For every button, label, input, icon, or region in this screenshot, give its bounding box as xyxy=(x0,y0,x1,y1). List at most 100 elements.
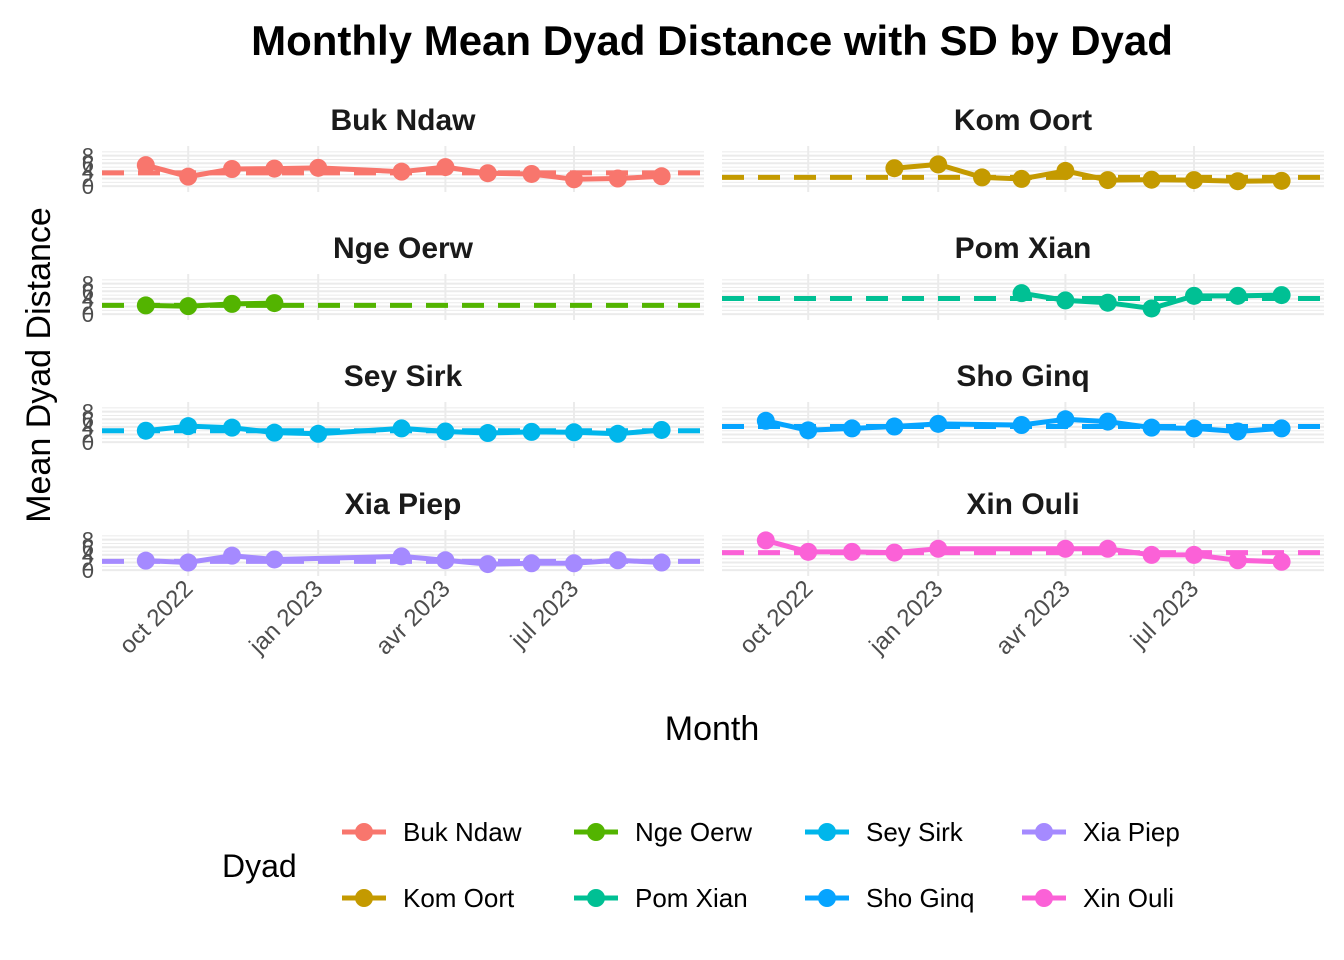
legend-label: Sey Sirk xyxy=(866,817,964,847)
data-point xyxy=(1012,416,1031,434)
data-point xyxy=(1184,419,1203,438)
data-point xyxy=(478,424,497,443)
data-point xyxy=(564,554,583,573)
y-axis-title: Mean Dyad Distance xyxy=(20,207,58,523)
y-tick-label: 0 xyxy=(82,174,94,199)
y-tick-label: 2 xyxy=(82,423,94,448)
data-point xyxy=(1272,286,1291,305)
data-point xyxy=(1098,293,1117,312)
x-tick-label: jul 2023 xyxy=(505,575,584,654)
data-point xyxy=(136,156,155,175)
legend-item-sho-ginq: Sho Ginq xyxy=(805,883,974,913)
facet-strip-label: Sho Ginq xyxy=(956,360,1089,393)
data-point xyxy=(885,543,904,562)
y-tick-label: 0 xyxy=(82,430,94,455)
data-point xyxy=(756,531,775,550)
x-tick-label: jul 2023 xyxy=(1125,575,1204,654)
data-point xyxy=(309,424,328,443)
data-point xyxy=(1012,284,1031,303)
data-point xyxy=(265,294,284,313)
data-point xyxy=(1056,539,1075,558)
facet-strip-label: Sey Sirk xyxy=(344,360,463,393)
data-point xyxy=(223,418,242,437)
y-tick-label: 0 xyxy=(82,302,94,327)
data-point xyxy=(136,551,155,570)
data-point xyxy=(265,550,284,569)
legend-item-buk-ndaw: Buk Ndaw xyxy=(342,817,522,847)
facet-strip-label: Buk Ndaw xyxy=(330,104,476,137)
data-point xyxy=(436,551,455,570)
x-tick-label: oct 2022 xyxy=(114,575,198,659)
data-point xyxy=(1228,422,1247,441)
legend-label: Kom Oort xyxy=(403,883,515,913)
data-point xyxy=(652,420,671,439)
data-point xyxy=(929,155,948,174)
data-point xyxy=(1056,161,1075,180)
y-tick-label: 8 xyxy=(82,400,94,425)
data-point xyxy=(1272,419,1291,438)
data-point xyxy=(1184,171,1203,190)
x-tick-label: oct 2022 xyxy=(734,575,818,659)
panel-background xyxy=(102,274,704,320)
facet-strip-label: Kom Oort xyxy=(954,104,1092,137)
data-point xyxy=(608,551,627,570)
y-tick-label: 4 xyxy=(82,159,94,184)
y-tick-label: 0 xyxy=(82,558,94,583)
y-tick-label: 2 xyxy=(82,167,94,192)
chart-title: Monthly Mean Dyad Distance with SD by Dy… xyxy=(251,17,1173,64)
legend-label: Xin Ouli xyxy=(1083,883,1174,913)
data-point xyxy=(1272,171,1291,190)
data-point xyxy=(1142,299,1161,318)
legend-label: Nge Oerw xyxy=(635,817,752,847)
data-point xyxy=(1098,171,1117,190)
data-point xyxy=(652,167,671,186)
data-point xyxy=(564,423,583,442)
data-point xyxy=(522,554,541,573)
legend-label: Buk Ndaw xyxy=(403,817,522,847)
data-point xyxy=(179,167,198,186)
legend-key-point xyxy=(355,823,373,841)
data-point xyxy=(843,419,862,438)
data-point xyxy=(929,414,948,433)
y-tick-label: 4 xyxy=(82,415,94,440)
y-tick-label: 4 xyxy=(82,543,94,568)
legend-key-point xyxy=(818,889,836,907)
series-line-kom-oort xyxy=(894,161,1282,184)
legend-key-point xyxy=(1035,823,1053,841)
data-point xyxy=(136,421,155,440)
data-point xyxy=(1184,545,1203,564)
data-point xyxy=(885,417,904,436)
data-point xyxy=(223,294,242,313)
data-point xyxy=(564,170,583,189)
data-point xyxy=(223,160,242,178)
data-point xyxy=(1098,412,1117,431)
legend-item-nge-oerw: Nge Oerw xyxy=(574,817,752,847)
x-tick-label: avr 2023 xyxy=(990,575,1075,660)
facet-pom-xian: Pom Xian xyxy=(722,232,1324,320)
y-tick-label: 8 xyxy=(82,272,94,297)
legend-key-point xyxy=(355,889,373,907)
data-point xyxy=(179,553,198,572)
x-axes: oct 2022 jan 2023 avr 2023 jul 2023 oct 2022… xyxy=(114,575,1204,660)
data-point xyxy=(436,158,455,177)
legend-key-point xyxy=(818,823,836,841)
data-point xyxy=(1272,552,1291,571)
facet-strip-label: Nge Oerw xyxy=(333,232,474,265)
facet-xin-ouli: Xin Ouli xyxy=(722,488,1324,576)
data-point xyxy=(652,553,671,572)
x-tick-label: jan 2023 xyxy=(244,575,329,660)
data-point xyxy=(608,424,627,443)
y-tick-label: 2 xyxy=(82,551,94,576)
y-tick-label: 2 xyxy=(82,295,94,320)
data-point xyxy=(1056,291,1075,310)
y-tick-label: 4 xyxy=(82,287,94,312)
data-point xyxy=(843,542,862,561)
data-point xyxy=(929,539,948,558)
legend-label: Pom Xian xyxy=(635,883,748,913)
facet-sho-ginq: Sho Ginq xyxy=(722,360,1324,448)
data-point xyxy=(1056,410,1075,429)
